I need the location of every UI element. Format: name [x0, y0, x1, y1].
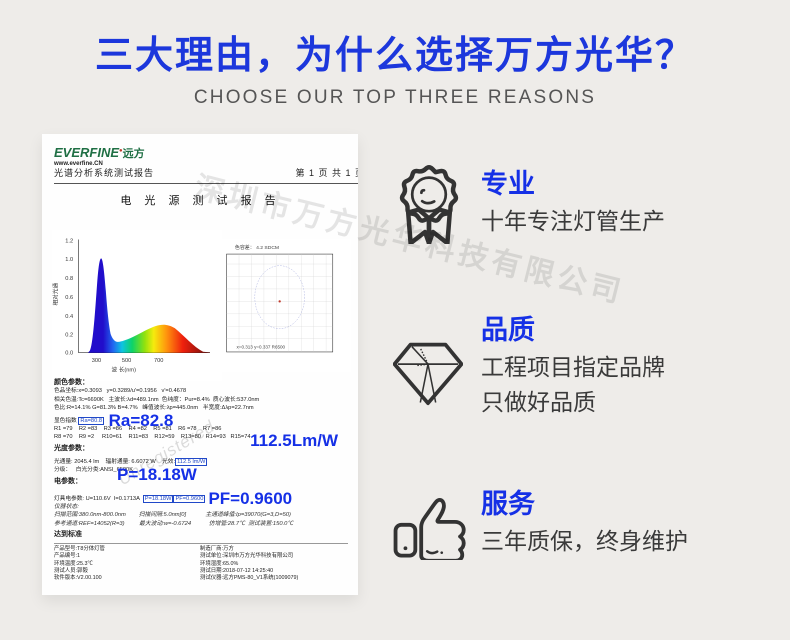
svg-text:1.0: 1.0 — [65, 257, 73, 263]
svg-text:1.2: 1.2 — [65, 238, 73, 244]
svg-text:波 长(nm): 波 长(nm) — [112, 366, 137, 374]
svg-text:500: 500 — [122, 358, 131, 364]
svg-text:0.2: 0.2 — [65, 333, 73, 339]
svg-text:300: 300 — [92, 358, 101, 364]
svg-text:700: 700 — [154, 358, 163, 364]
svg-text:0.6: 0.6 — [65, 295, 73, 301]
svg-text:0.8: 0.8 — [65, 276, 73, 282]
svg-text:0.4: 0.4 — [65, 314, 73, 320]
svg-text:x=0.313 y=0.337 R6500: x=0.313 y=0.337 R6500 — [237, 345, 286, 350]
svg-text:0.0: 0.0 — [65, 351, 73, 357]
svg-text:相对光通: 相对光通 — [52, 283, 60, 306]
